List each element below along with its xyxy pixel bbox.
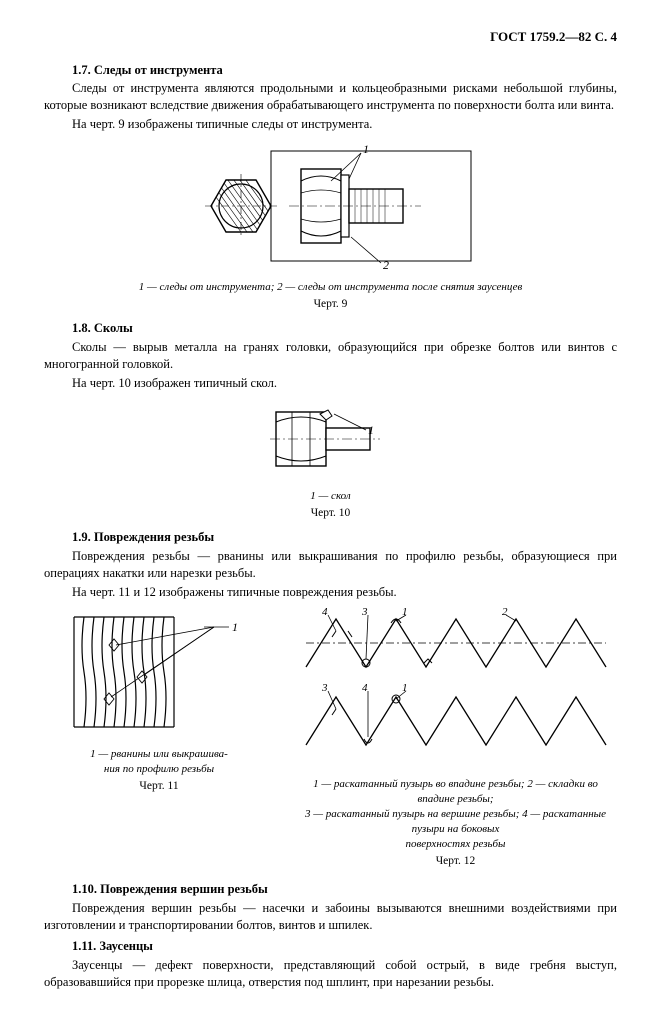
fig10-caption-italic: 1 — скол [44,489,617,504]
fig11-caption: Черт. 11 [44,779,274,795]
sec-1-10-title: 1.10. Повреждения вершин резьбы [44,881,617,898]
fig12-caption: Черт. 12 [294,854,617,870]
fig11-caption-italic: 1 — рванины или выкрашива- ния по профил… [44,747,274,777]
sec-1-7-p1: Следы от инструмента являются продольным… [44,80,617,114]
fig12-caption-italic: 1 — раскатанный пузырь во впадине резьбы… [294,777,617,851]
fig12-top-4: 4 [322,607,328,618]
figure-9: 1 2 [44,141,617,276]
fig9-caption-italic: 1 — следы от инструмента; 2 — следы от и… [44,280,617,295]
fig9-caption: Черт. 9 [44,297,617,313]
fig11-label-1: 1 [232,620,238,634]
sec-1-8-p2: На черт. 10 изображен типичный скол. [44,375,617,392]
fig12-top-2: 2 [502,607,508,618]
sec-1-7-title: 1.7. Следы от инструмента [44,62,617,79]
fig9-label-1: 1 [363,142,369,156]
fig10-label-1: 1 [368,423,374,437]
sec-1-9-p1: Повреждения резьбы — рванины или выкраши… [44,548,617,582]
fig12-top-1: 1 [402,607,408,618]
figure-12: 4 3 1 2 3 4 [296,607,616,767]
fig12-bot-3a: 3 [321,682,328,694]
fig12-bot-4a: 4 [362,682,368,694]
figure-10: 1 [44,400,617,485]
fig9-label-2: 2 [383,258,389,271]
sec-1-9-title: 1.9. Повреждения резьбы [44,529,617,546]
sec-1-8-p1: Сколы — вырыв металла на гранях головки,… [44,339,617,373]
sec-1-11-p1: Заусенцы — дефект поверхности, представл… [44,957,617,991]
sec-1-8-title: 1.8. Сколы [44,320,617,337]
sec-1-9-p2: На черт. 11 и 12 изображены типичные пов… [44,584,617,601]
sec-1-7-p2: На черт. 9 изображены типичные следы от … [44,116,617,133]
figure-11: 1 [54,607,264,737]
fig10-caption: Черт. 10 [44,506,617,522]
fig12-top-3: 3 [361,607,368,618]
sec-1-10-p1: Повреждения вершин резьбы — насечки и за… [44,900,617,934]
sec-1-11-title: 1.11. Заусенцы [44,938,617,955]
page-header: ГОСТ 1759.2—82 С. 4 [44,28,617,46]
fig12-bot-1a: 1 [402,682,408,694]
